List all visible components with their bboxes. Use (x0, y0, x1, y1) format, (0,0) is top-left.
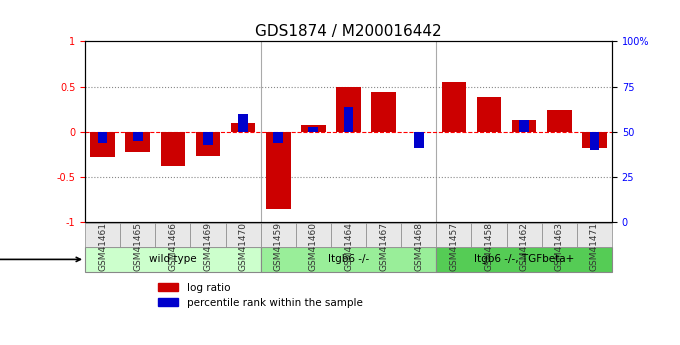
FancyBboxPatch shape (366, 223, 401, 247)
Bar (371, 92, 396, 132)
Legend: log ratio, percentile rank within the sample: log ratio, percentile rank within the sa… (154, 278, 367, 312)
Bar (273, 132, 283, 143)
Bar (547, 110, 572, 132)
Text: GSM41462: GSM41462 (520, 222, 528, 271)
Bar (203, 132, 213, 145)
FancyBboxPatch shape (260, 223, 296, 247)
FancyBboxPatch shape (331, 223, 366, 247)
FancyBboxPatch shape (437, 247, 612, 272)
Text: GSM41457: GSM41457 (449, 222, 458, 271)
Bar (441, 82, 466, 132)
Bar (309, 127, 318, 132)
Bar (238, 114, 248, 132)
Text: GSM41467: GSM41467 (379, 222, 388, 271)
Bar (512, 120, 537, 132)
Bar (477, 98, 501, 132)
FancyBboxPatch shape (190, 223, 226, 247)
FancyBboxPatch shape (85, 223, 120, 247)
Bar (343, 107, 354, 132)
Text: GSM41458: GSM41458 (485, 222, 494, 271)
Text: GSM41470: GSM41470 (239, 222, 248, 271)
FancyBboxPatch shape (155, 223, 190, 247)
Text: GSM41464: GSM41464 (344, 222, 353, 271)
Text: GSM41461: GSM41461 (98, 222, 107, 271)
Title: GDS1874 / M200016442: GDS1874 / M200016442 (255, 24, 442, 39)
Bar (160, 132, 185, 166)
Bar (125, 132, 150, 152)
Bar (196, 132, 220, 156)
FancyBboxPatch shape (437, 223, 471, 247)
Bar (133, 132, 143, 141)
FancyBboxPatch shape (577, 223, 612, 247)
Text: GSM41459: GSM41459 (274, 222, 283, 271)
Text: GSM41460: GSM41460 (309, 222, 318, 271)
FancyBboxPatch shape (296, 223, 331, 247)
Text: Itgb6 -/-: Itgb6 -/- (328, 254, 369, 264)
Text: GSM41465: GSM41465 (133, 222, 142, 271)
Bar (301, 125, 326, 132)
Text: GSM41471: GSM41471 (590, 222, 599, 271)
FancyBboxPatch shape (120, 223, 155, 247)
Bar (231, 123, 256, 132)
Text: GSM41469: GSM41469 (203, 222, 212, 271)
Text: wild type: wild type (149, 254, 197, 264)
Text: GSM41463: GSM41463 (555, 222, 564, 271)
Text: GSM41466: GSM41466 (169, 222, 177, 271)
Text: GSM41468: GSM41468 (414, 222, 423, 271)
Bar (414, 132, 424, 148)
FancyBboxPatch shape (85, 247, 260, 272)
FancyBboxPatch shape (226, 223, 260, 247)
FancyBboxPatch shape (260, 247, 437, 272)
FancyBboxPatch shape (401, 223, 437, 247)
Bar (520, 120, 529, 132)
Text: Itgb6 -/-, TGFbeta+: Itgb6 -/-, TGFbeta+ (474, 254, 575, 264)
FancyBboxPatch shape (471, 223, 507, 247)
Bar (590, 132, 599, 150)
Bar (266, 132, 290, 209)
FancyBboxPatch shape (507, 223, 542, 247)
Bar (582, 132, 607, 148)
Bar (336, 87, 361, 132)
Bar (98, 132, 107, 143)
Bar (90, 132, 115, 157)
Text: genotype/variation: genotype/variation (0, 254, 80, 264)
FancyBboxPatch shape (542, 223, 577, 247)
